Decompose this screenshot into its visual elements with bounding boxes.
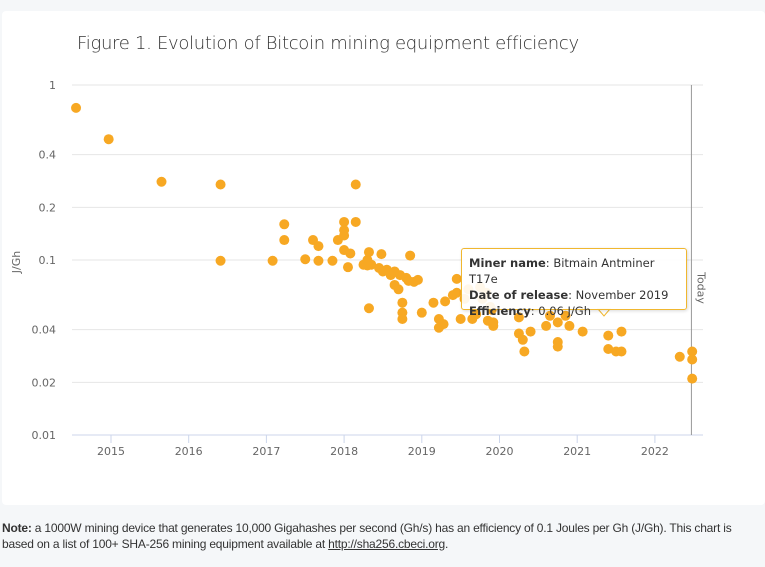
data-point <box>603 330 614 341</box>
data-point <box>428 297 439 308</box>
y-tick-label: 0.01 <box>32 429 57 442</box>
data-point <box>363 247 374 258</box>
data-point <box>345 248 356 259</box>
x-tick-label: 2022 <box>641 445 669 458</box>
x-tick-label: 2021 <box>563 445 591 458</box>
data-point <box>519 346 530 357</box>
x-tick-label: 2015 <box>97 445 125 458</box>
data-point <box>517 334 528 345</box>
data-point <box>451 273 462 284</box>
data-point <box>687 373 698 384</box>
x-tick-label: 2019 <box>408 445 436 458</box>
data-point <box>300 254 311 265</box>
data-point <box>71 102 82 113</box>
data-point <box>279 219 290 230</box>
data-point <box>215 179 226 190</box>
data-point <box>397 297 408 308</box>
data-point <box>552 317 563 328</box>
x-tick-label: 2017 <box>252 445 280 458</box>
data-point <box>616 346 627 357</box>
data-point <box>545 310 556 321</box>
y-tick-label: 1 <box>49 79 56 92</box>
data-point <box>513 312 524 323</box>
data-point <box>455 314 466 325</box>
data-point <box>577 326 588 337</box>
x-axis: 2015 2016 2017 2018 2019 2020 2021 2022 <box>72 434 703 458</box>
y-tick-label: 0.1 <box>39 254 57 267</box>
y-axis-ticks: 1 0.4 0.2 0.1 0.04 0.02 0.01 <box>32 79 57 442</box>
data-point <box>342 262 353 273</box>
data-point <box>416 307 427 318</box>
chart-title: Figure 1. Evolution of Bitcoin mining eq… <box>77 33 579 54</box>
data-point <box>313 241 324 252</box>
data-points <box>71 102 698 384</box>
data-point <box>438 319 449 330</box>
data-point <box>156 176 167 187</box>
data-point <box>552 341 563 352</box>
y-tick-label: 0.4 <box>39 149 57 162</box>
data-point <box>525 326 536 337</box>
x-tick-label: 2016 <box>175 445 203 458</box>
y-tick-label: 0.02 <box>32 376 57 389</box>
today-label: Today <box>694 271 707 304</box>
data-point <box>267 255 278 266</box>
data-point <box>350 216 361 227</box>
data-point <box>687 354 698 365</box>
data-point <box>215 255 226 266</box>
data-point <box>603 344 614 355</box>
data-point <box>687 346 698 357</box>
data-point <box>541 320 552 331</box>
data-point <box>564 320 575 331</box>
data-point <box>366 259 377 270</box>
data-point <box>412 274 423 285</box>
data-point <box>560 310 571 321</box>
data-point <box>393 284 404 295</box>
data-point <box>616 326 627 337</box>
y-tick-label: 0.2 <box>39 201 57 214</box>
x-tick-label: 2018 <box>330 445 358 458</box>
data-point <box>451 287 462 298</box>
data-point <box>405 250 416 261</box>
data-point <box>674 351 685 362</box>
y-axis-label: J/Gh <box>10 251 23 274</box>
data-point <box>103 134 114 145</box>
data-point <box>376 249 387 260</box>
tooltip-row-miner: Miner name: Bitmain Antminer T17e <box>469 256 655 286</box>
chart-note: Note: a 1000W mining device that generat… <box>2 521 732 551</box>
data-point <box>279 235 290 246</box>
y-tick-label: 0.04 <box>32 324 57 337</box>
source-link[interactable]: http://sha256.cbeci.org <box>328 537 445 551</box>
data-tooltip: Miner name: Bitmain Antminer T17e Date o… <box>461 248 687 318</box>
data-point <box>327 255 338 266</box>
data-point <box>313 255 324 266</box>
tooltip-row-efficiency: Efficiency: 0.06 J/Gh <box>469 304 592 318</box>
data-point <box>363 303 374 314</box>
data-point <box>339 216 350 227</box>
tooltip-row-date: Date of release: November 2019 <box>469 288 669 302</box>
x-tick-label: 2020 <box>486 445 514 458</box>
data-point <box>488 317 499 328</box>
data-point <box>339 230 350 241</box>
data-point <box>397 314 408 325</box>
data-point <box>471 309 482 320</box>
data-point <box>440 296 451 307</box>
data-point <box>350 179 361 190</box>
